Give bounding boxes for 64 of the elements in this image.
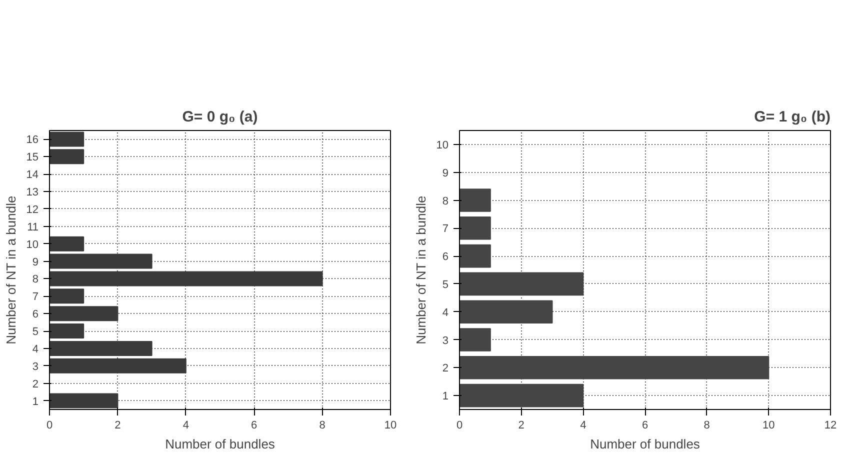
y-tick-label: 10 [436, 139, 449, 152]
y-tick-label: 12 [26, 204, 39, 216]
bar [50, 358, 186, 374]
y-tick-label: 2 [442, 362, 449, 375]
chart-title: G= 1 g₀ (b) [754, 108, 831, 126]
y-tick-label: 8 [442, 195, 449, 208]
x-tick-label: 4 [182, 420, 189, 432]
x-tick-label: 10 [384, 420, 397, 432]
bar [460, 216, 491, 240]
y-tick-label: 9 [442, 167, 449, 180]
bar [50, 288, 84, 304]
x-tick-label: 4 [580, 420, 586, 432]
y-axis-title: Number of NT in a bundle [413, 196, 428, 344]
y-tick-label: 7 [442, 223, 449, 236]
bar [460, 328, 491, 352]
x-tick-label: 8 [319, 420, 326, 432]
bar [460, 272, 584, 296]
y-tick-label: 1 [32, 396, 39, 408]
y-tick-label: 15 [26, 152, 39, 164]
y-tick-label: 5 [32, 326, 39, 338]
x-tick-label: 10 [762, 420, 775, 432]
bar [50, 254, 152, 269]
bar [460, 188, 491, 212]
x-tick-label: 0 [46, 420, 53, 432]
bar [50, 236, 84, 252]
y-tick-label: 13 [26, 186, 39, 199]
bar [50, 271, 323, 286]
y-tick-label: 6 [442, 251, 449, 264]
x-tick-label: 12 [824, 420, 837, 432]
bar [50, 132, 84, 147]
bar [460, 384, 584, 408]
x-axis-title: Number of bundles [590, 436, 700, 452]
bar [50, 306, 118, 322]
y-tick-label: 5 [442, 278, 449, 291]
y-tick-label: 3 [32, 360, 39, 373]
bar [50, 340, 152, 356]
x-tick-label: 6 [642, 420, 648, 432]
x-axis-title: Number of bundles [165, 436, 276, 452]
y-tick-label: 4 [32, 343, 39, 356]
bar [50, 324, 84, 339]
x-tick-label: 8 [704, 420, 710, 432]
y-tick-label: 1 [442, 390, 449, 403]
bar [460, 300, 553, 324]
chart-title: G= 0 g₀ (a) [182, 108, 258, 126]
y-axis-title: Number of NT in a bundle [3, 196, 18, 344]
y-tick-label: 7 [32, 291, 39, 304]
y-tick-label: 8 [32, 274, 39, 286]
bar [50, 149, 84, 164]
y-tick-label: 2 [32, 378, 39, 390]
y-tick-label: 10 [26, 238, 39, 251]
y-tick-label: 9 [32, 256, 39, 268]
y-tick-label: 11 [27, 221, 39, 234]
y-tick-label: 6 [32, 308, 39, 321]
y-tick-label: 4 [442, 306, 449, 319]
x-tick-label: 2 [518, 420, 524, 432]
bar [460, 244, 491, 268]
x-tick-label: 6 [251, 420, 258, 432]
bar [460, 356, 770, 380]
y-tick-label: 3 [442, 334, 449, 347]
y-tick-label: 16 [26, 134, 39, 146]
x-tick-label: 2 [114, 420, 121, 432]
y-tick-label: 14 [26, 169, 39, 182]
bar [50, 393, 118, 408]
x-tick-label: 0 [456, 420, 463, 432]
